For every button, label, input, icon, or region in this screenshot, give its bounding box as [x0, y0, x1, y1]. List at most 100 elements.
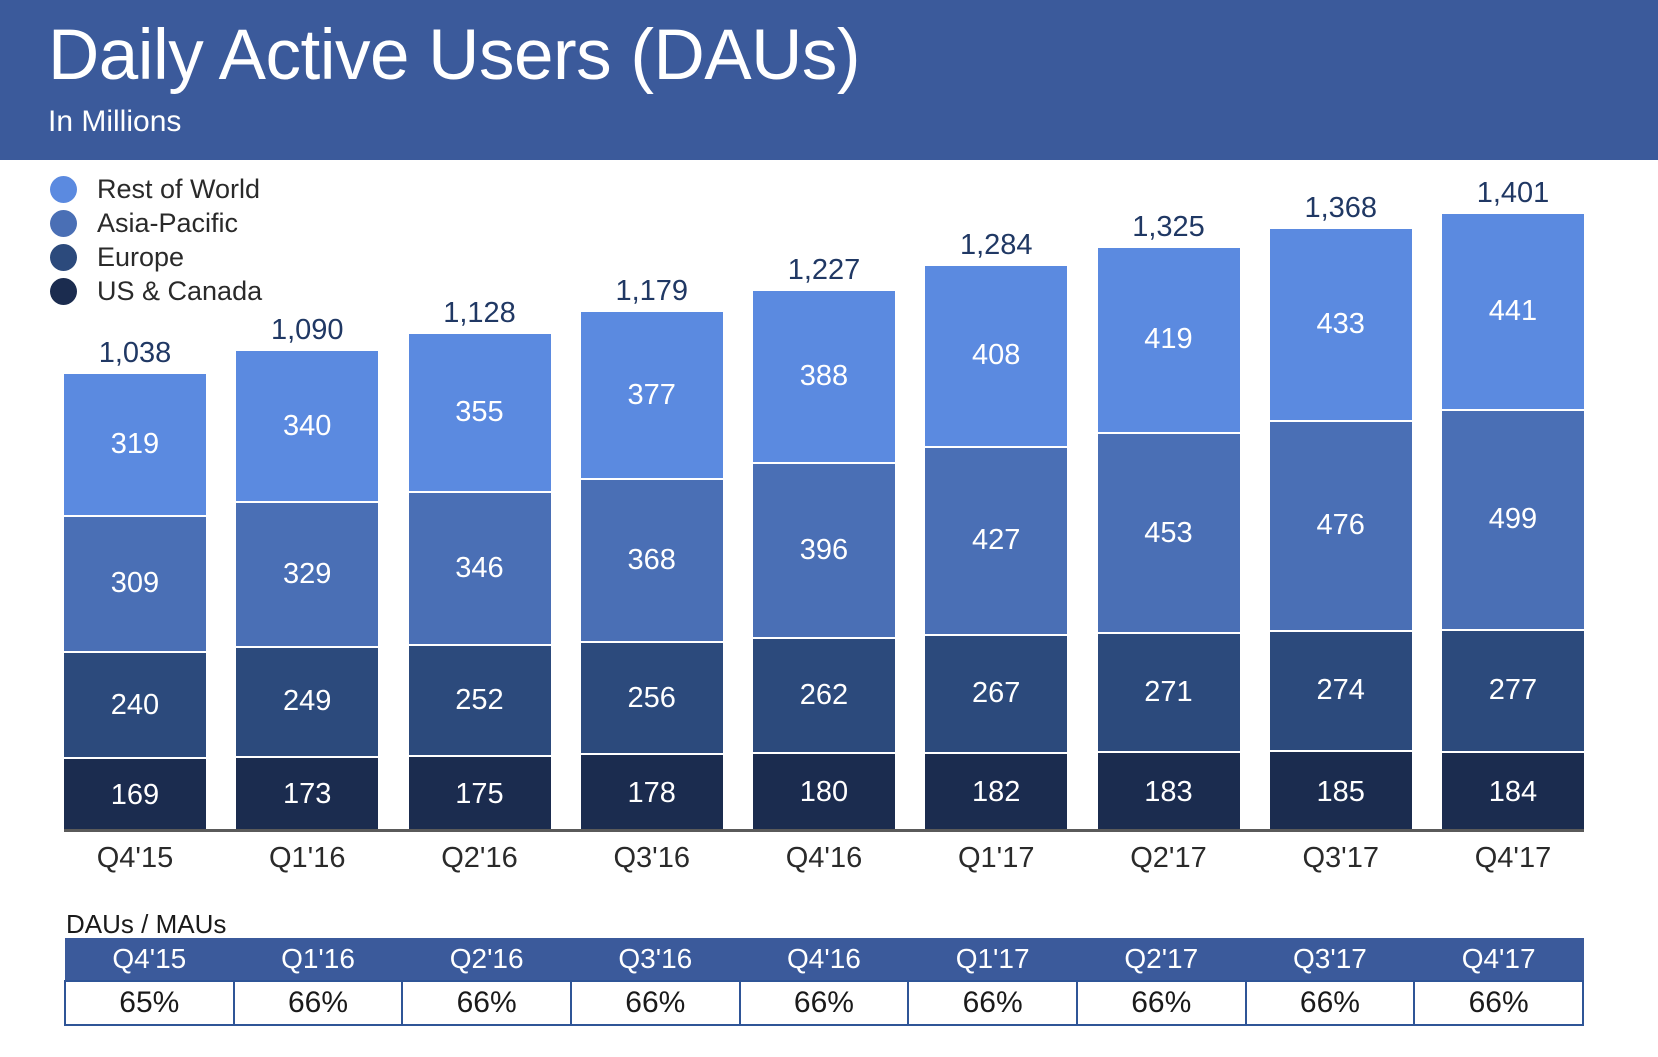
- bar-segment-value: 256: [627, 681, 676, 714]
- table-row: 65% 66% 66% 66% 66% 66% 66% 66% 66%: [64, 979, 1584, 1026]
- x-axis-tick-label: Q2'17: [1130, 842, 1207, 874]
- table-column-header: Q1'16: [233, 938, 403, 981]
- bar-segment[interactable]: 319: [64, 374, 206, 515]
- bar-stack: 340 329 249 173: [236, 351, 379, 832]
- bar-group[interactable]: 1,128 355 346 252 175: [408, 170, 551, 832]
- bar-segment[interactable]: 271: [1097, 631, 1240, 752]
- bar-segment-value: 309: [110, 567, 160, 600]
- bar-segment[interactable]: 180: [753, 752, 895, 832]
- legend-item-label: US & Canada: [97, 276, 263, 306]
- slide-header: Daily Active Users (DAUs) In Millions: [0, 0, 1658, 160]
- bar-segment[interactable]: 368: [580, 478, 723, 641]
- bar-segment[interactable]: 453: [1097, 432, 1240, 632]
- bar-segment[interactable]: 169: [64, 756, 206, 832]
- legend-swatch-icon: [50, 243, 77, 271]
- bar-segment[interactable]: 377: [580, 311, 723, 479]
- bar-segment[interactable]: 252: [408, 643, 551, 755]
- bar-segment[interactable]: 476: [1269, 419, 1412, 630]
- bar-segment[interactable]: 277: [1442, 628, 1584, 751]
- bar-segment[interactable]: 173: [236, 755, 379, 832]
- bar-segment[interactable]: 267: [925, 633, 1068, 752]
- bar-segment-value: 388: [799, 359, 849, 392]
- bar-segment-value: 499: [1488, 503, 1538, 536]
- bar-segment[interactable]: 346: [408, 491, 551, 644]
- bar-stack: 441 499 277 184: [1442, 214, 1584, 832]
- bar-segment-value: 396: [799, 533, 849, 566]
- bar-segment[interactable]: 340: [236, 351, 379, 502]
- bar-stack: 319 309 240 169: [64, 374, 206, 832]
- bar-segment[interactable]: 185: [1269, 750, 1412, 832]
- bar-segment-value: 184: [1488, 775, 1538, 808]
- bar-segment-value: 175: [455, 777, 504, 810]
- bar-segment[interactable]: 262: [753, 636, 895, 753]
- chart-legend: Rest of World Asia-Pacific Europe US & Cana…: [50, 172, 410, 308]
- bar-segment[interactable]: 175: [408, 754, 551, 832]
- bar-group[interactable]: 1,401 441 499 277 184: [1442, 170, 1584, 832]
- bar-segment[interactable]: 388: [753, 290, 895, 462]
- table-column-header: Q4'17: [1413, 938, 1584, 981]
- table-column-header: Q4'16: [739, 938, 909, 981]
- bar-segment-value: 183: [1144, 776, 1193, 809]
- legend-item[interactable]: Europe: [50, 240, 410, 274]
- bar-segment[interactable]: 182: [925, 751, 1068, 832]
- bar-group[interactable]: 1,038 319 309 240 169: [64, 170, 206, 832]
- bar-segment-value: 277: [1488, 674, 1538, 707]
- bar-segment[interactable]: 355: [408, 334, 551, 492]
- bar-segment[interactable]: 441: [1442, 214, 1584, 409]
- bar-segment-value: 182: [972, 776, 1021, 809]
- bar-segment[interactable]: 240: [64, 651, 206, 757]
- legend-item-label: Europe: [97, 242, 185, 272]
- bar-segment-value: 329: [283, 558, 332, 591]
- table-cell: 66%: [401, 979, 572, 1026]
- table-column-header: Q2'16: [401, 938, 572, 981]
- ratio-table-caption: DAUs / MAUs: [66, 909, 227, 939]
- x-axis-tick-label: Q4'16: [785, 842, 863, 874]
- bar-segment-value: 427: [972, 524, 1021, 557]
- bar-segment[interactable]: 419: [1097, 247, 1240, 433]
- bar-segment-value: 441: [1488, 294, 1538, 327]
- bar-segment[interactable]: 256: [580, 640, 723, 754]
- bar-segment[interactable]: 499: [1442, 408, 1584, 629]
- bar-segment-value: 476: [1316, 509, 1365, 542]
- bar-segment-value: 185: [1316, 775, 1365, 808]
- page-subtitle: In Millions: [48, 105, 182, 138]
- bar-group[interactable]: 1,090 340 329 249 173: [236, 170, 379, 832]
- table-header-row: Q4'15 Q1'16 Q2'16 Q3'16 Q4'16 Q1'17 Q2'17 Q3'17…: [64, 938, 1584, 981]
- bar-segment[interactable]: 408: [925, 265, 1068, 446]
- legend-item[interactable]: Asia-Pacific: [50, 206, 410, 240]
- bar-segment[interactable]: 178: [580, 753, 723, 832]
- bar-segment[interactable]: 274: [1269, 629, 1412, 751]
- x-axis-line: [64, 829, 1584, 832]
- bar-segment[interactable]: 427: [925, 445, 1068, 634]
- bar-segment-value: 340: [283, 409, 332, 442]
- bar-segment-value: 180: [799, 776, 849, 809]
- bar-segment[interactable]: 433: [1269, 228, 1412, 420]
- bar-segment[interactable]: 396: [753, 461, 895, 637]
- bar-segment[interactable]: 329: [236, 501, 379, 647]
- bar-segment-value: 240: [110, 688, 160, 721]
- bar-segment[interactable]: 184: [1442, 750, 1584, 832]
- bar-segment[interactable]: 249: [236, 646, 379, 756]
- table-cell: 66%: [1244, 979, 1416, 1026]
- legend-swatch-icon: [50, 209, 77, 237]
- table-column-header: Q2'17: [1076, 938, 1247, 981]
- legend-swatch-icon: [50, 175, 77, 203]
- legend-item[interactable]: US & Canada: [50, 274, 410, 308]
- table-cell: 66%: [1413, 979, 1584, 1026]
- table-column-header: Q1'17: [907, 938, 1078, 981]
- dau-mau-ratio-table: Q4'15 Q1'16 Q2'16 Q3'16 Q4'16 Q1'17 Q2'17 Q3'17…: [64, 938, 1584, 1026]
- legend-swatch-icon: [50, 277, 77, 305]
- bar-group[interactable]: 1,325 419 453 271 183: [1097, 170, 1240, 832]
- x-axis-tick-label: Q2'16: [441, 842, 518, 874]
- bar-group[interactable]: 1,227 388 396 262 180: [753, 170, 895, 832]
- bar-segment-value: 408: [972, 339, 1021, 372]
- legend-item[interactable]: Rest of World: [50, 172, 410, 206]
- table-column-header: Q4'15: [64, 938, 235, 981]
- bar-group[interactable]: 1,179 377 368 256 178: [580, 170, 723, 832]
- bar-segment[interactable]: 183: [1097, 751, 1240, 832]
- bar-segment[interactable]: 309: [64, 514, 206, 652]
- bar-segment-value: 368: [627, 543, 676, 576]
- bar-group[interactable]: 1,284 408 427 267 182: [925, 170, 1068, 832]
- bar-group[interactable]: 1,368 433 476 274 185: [1269, 170, 1412, 832]
- bar-segment-value: 178: [627, 777, 676, 810]
